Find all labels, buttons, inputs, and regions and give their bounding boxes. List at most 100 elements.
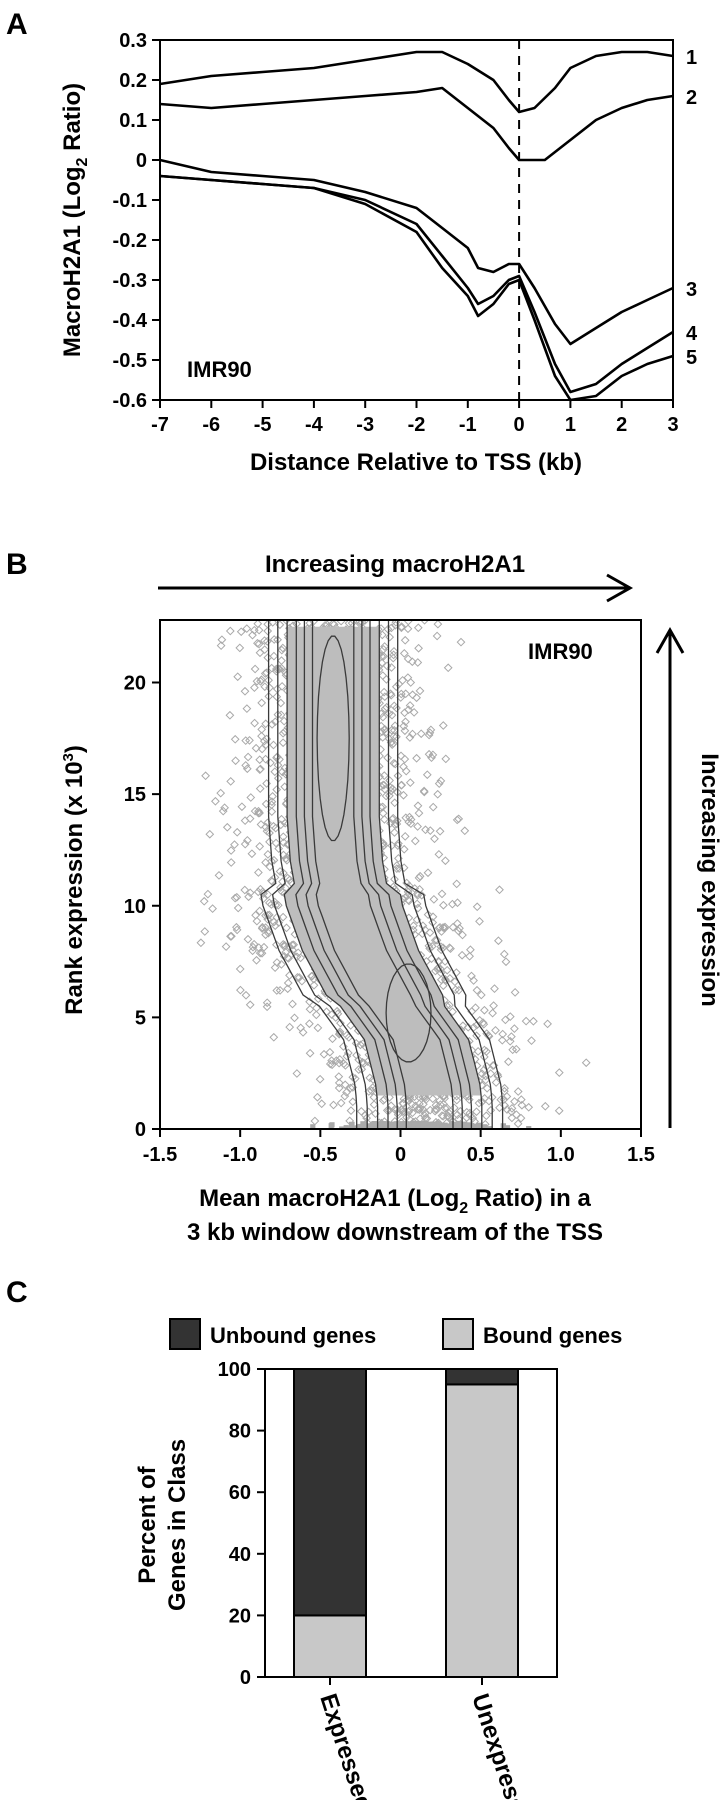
scatter-point bbox=[278, 728, 288, 738]
panel-a-y-tick-label: 0.2 bbox=[119, 70, 147, 92]
scatter-point bbox=[309, 620, 318, 626]
scatter-point bbox=[401, 766, 411, 776]
scatter-point bbox=[264, 926, 273, 936]
scatter-point bbox=[260, 669, 270, 678]
scatter-point bbox=[217, 635, 227, 645]
scatter-point bbox=[278, 912, 288, 922]
scatter-point bbox=[406, 1122, 412, 1128]
scatter-point bbox=[480, 1005, 489, 1015]
density-contour bbox=[271, 620, 368, 1129]
panel-b-y-tick-label: 0 bbox=[135, 1119, 146, 1141]
panel-a-y-tick-label: -0.3 bbox=[113, 270, 147, 292]
scatter-point bbox=[203, 889, 213, 899]
scatter-point bbox=[365, 1073, 375, 1083]
scatter-point bbox=[428, 802, 438, 812]
scatter-point bbox=[309, 980, 319, 990]
panel-a-x-tick-label: -7 bbox=[151, 414, 169, 436]
scatter-point bbox=[285, 875, 295, 885]
scatter-point bbox=[466, 1111, 475, 1121]
scatter-point bbox=[408, 729, 417, 739]
scatter-point bbox=[476, 1122, 482, 1128]
series-line-5 bbox=[159, 174, 674, 402]
scatter-point bbox=[510, 988, 520, 997]
scatter-point bbox=[371, 1126, 378, 1129]
scatter-point bbox=[380, 704, 390, 714]
panel-b-x-tick-label: 0.5 bbox=[467, 1144, 495, 1166]
panel-b-scatter bbox=[196, 620, 591, 1129]
scatter-point bbox=[233, 672, 243, 682]
density-contour bbox=[316, 635, 350, 842]
panel-a-ticks: -7 -6 -5 -4 -3 -2 -1 0 1 2 3 0.3 0.2 0.1 0 -0.1 -0.2 -0.3… bbox=[113, 30, 679, 436]
scatter-point bbox=[243, 752, 253, 762]
scatter-point bbox=[482, 1083, 492, 1093]
scatter-point bbox=[397, 623, 406, 633]
scatter-point bbox=[199, 896, 209, 906]
panel-a-y-axis-title-sub: 2 bbox=[74, 157, 91, 166]
scatter-point bbox=[263, 626, 273, 636]
scatter-point bbox=[428, 912, 438, 922]
scatter-point bbox=[251, 743, 261, 753]
scatter-point bbox=[425, 928, 435, 937]
scatter-point bbox=[405, 733, 415, 742]
scatter-point bbox=[226, 858, 236, 867]
scatter-point bbox=[521, 1016, 531, 1026]
scatter-point bbox=[283, 953, 292, 963]
density-contour bbox=[283, 620, 379, 1129]
scatter-point bbox=[400, 708, 409, 718]
scatter-point bbox=[305, 1048, 315, 1058]
panel-a-x-tick-label: 2 bbox=[616, 414, 627, 436]
panel-b-x-tick-label: -1.5 bbox=[143, 1144, 177, 1166]
scatter-point bbox=[250, 683, 259, 692]
scatter-point bbox=[431, 966, 440, 976]
scatter-point bbox=[504, 1057, 513, 1067]
scatter-point bbox=[296, 953, 305, 963]
scatter-point bbox=[445, 1000, 454, 1010]
scatter-point bbox=[281, 620, 291, 625]
scatter-point bbox=[272, 692, 282, 702]
scatter-point bbox=[421, 1113, 430, 1123]
scatter-point bbox=[305, 1004, 315, 1014]
scatter-point bbox=[390, 820, 400, 830]
panel-b-y-tick-label: 10 bbox=[124, 896, 146, 918]
scatter-point bbox=[282, 855, 292, 865]
legend-label-unbound: Unbound genes bbox=[210, 1323, 376, 1348]
scatter-point bbox=[396, 780, 406, 790]
scatter-point bbox=[441, 856, 450, 866]
scatter-point bbox=[242, 624, 252, 633]
scatter-point bbox=[255, 784, 265, 793]
scatter-point bbox=[389, 726, 399, 735]
scatter-point bbox=[407, 657, 417, 667]
scatter-point bbox=[336, 1098, 346, 1108]
scatter-point bbox=[390, 828, 399, 837]
scatter-point bbox=[270, 873, 280, 882]
panel-b-x-tick-label: -1.0 bbox=[223, 1144, 257, 1166]
scatter-point bbox=[257, 698, 267, 708]
scatter-point bbox=[243, 836, 252, 845]
scatter-point bbox=[281, 854, 291, 863]
scatter-point bbox=[491, 1026, 500, 1035]
scatter-point bbox=[419, 787, 429, 797]
scatter-point bbox=[448, 922, 458, 932]
scatter-point bbox=[241, 736, 251, 745]
scatter-point bbox=[419, 1099, 428, 1109]
scatter-point bbox=[466, 945, 475, 955]
scatter-point bbox=[362, 1121, 368, 1127]
scatter-point bbox=[356, 1107, 366, 1116]
scatter-point bbox=[270, 963, 280, 972]
panel-a-y-tick-label: 0.3 bbox=[119, 30, 147, 52]
series-label-1: 1 bbox=[686, 47, 697, 69]
scatter-point bbox=[413, 623, 423, 633]
legend-swatch-bound bbox=[442, 1318, 474, 1350]
scatter-point bbox=[472, 1124, 478, 1129]
scatter-point bbox=[346, 1083, 355, 1093]
scatter-point bbox=[275, 867, 285, 876]
density-contour bbox=[361, 620, 463, 1129]
scatter-point bbox=[420, 620, 429, 625]
legend-label-bound: Bound genes bbox=[483, 1323, 622, 1348]
scatter-point bbox=[427, 942, 437, 951]
scatter-point bbox=[270, 767, 280, 777]
scatter-point bbox=[250, 718, 259, 728]
scatter-point bbox=[412, 693, 421, 703]
scatter-point bbox=[408, 1108, 417, 1118]
scatter-point bbox=[413, 658, 423, 667]
